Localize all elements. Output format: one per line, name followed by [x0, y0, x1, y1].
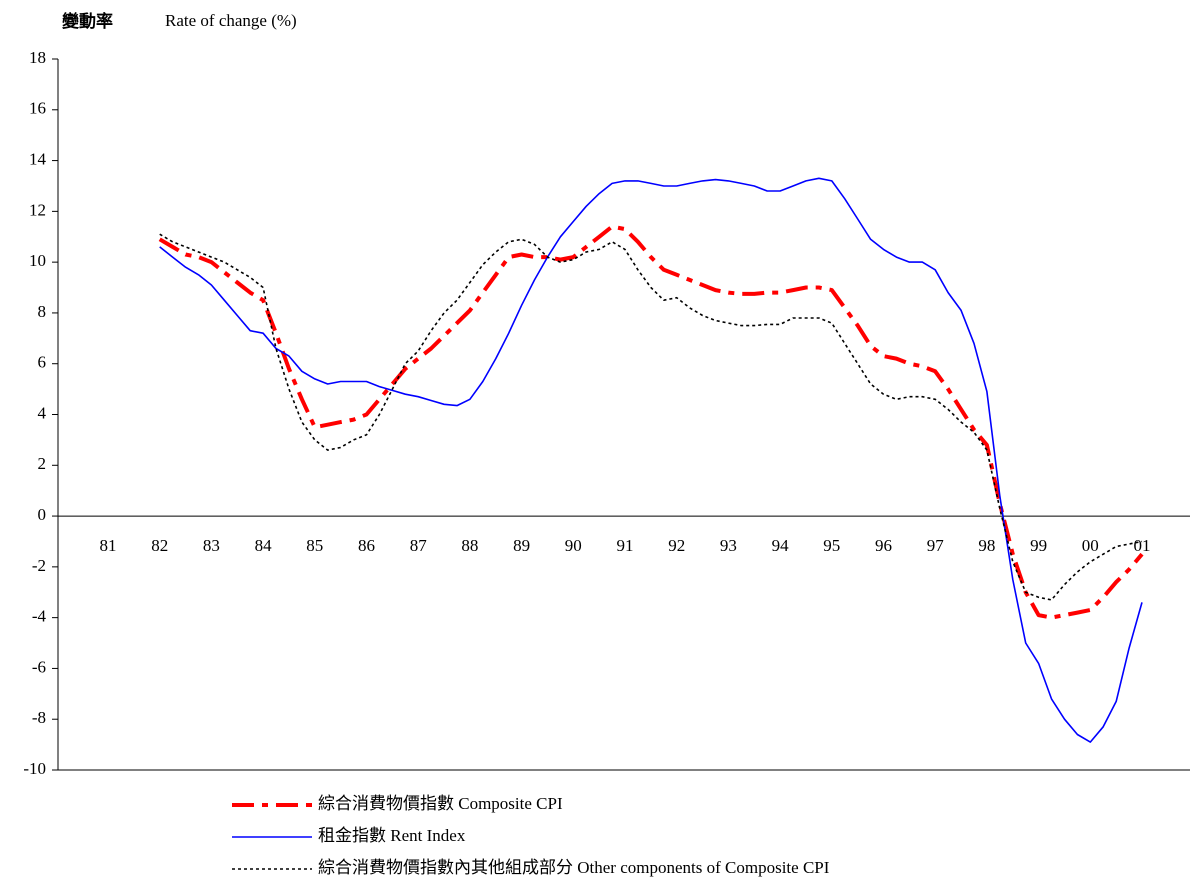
x-tick-label: 88 — [461, 536, 478, 555]
x-tick-label: 96 — [875, 536, 892, 555]
y-tick-label: -4 — [32, 607, 47, 626]
y-tick-label: -6 — [32, 657, 46, 676]
x-tick-label: 91 — [617, 536, 634, 555]
x-tick-label: 95 — [823, 536, 840, 555]
x-tick-label: 81 — [100, 536, 117, 555]
x-tick-label: 93 — [720, 536, 737, 555]
y-tick-label: 14 — [29, 149, 47, 168]
x-tick-label: 99 — [1030, 536, 1047, 555]
x-tick-label: 01 — [1134, 536, 1151, 555]
legend-label: 綜合消費物價指數 Composite CPI — [318, 794, 563, 813]
y-tick-label: 12 — [29, 200, 46, 219]
legend-label: 綜合消費物價指數內其他組成部分 Other components of Comp… — [318, 858, 830, 877]
y-tick-label: 10 — [29, 251, 46, 270]
y-tick-label: 4 — [38, 403, 47, 422]
chart-title: 變動率 — [62, 11, 113, 32]
x-tick-label: 87 — [410, 536, 428, 555]
x-tick-label: 94 — [772, 536, 790, 555]
x-tick-label: 83 — [203, 536, 220, 555]
y-tick-label: -8 — [32, 708, 46, 727]
y-tick-label: -10 — [23, 759, 46, 778]
y-tick-label: 6 — [38, 353, 47, 372]
x-tick-label: 98 — [978, 536, 995, 555]
x-tick-label: 86 — [358, 536, 375, 555]
x-tick-label: 84 — [255, 536, 273, 555]
y-tick-label: 16 — [29, 99, 46, 118]
y-tick-label: 18 — [29, 48, 46, 67]
x-tick-label: 82 — [151, 536, 168, 555]
legend-label: 租金指數 Rent Index — [318, 826, 466, 845]
x-tick-label: 90 — [565, 536, 582, 555]
x-tick-label: 89 — [513, 536, 530, 555]
y-axis-label: Rate of change (%) — [165, 11, 297, 30]
y-tick-label: 2 — [38, 454, 47, 473]
x-tick-label: 85 — [306, 536, 323, 555]
y-tick-label: 0 — [38, 505, 47, 524]
series-line — [158, 224, 1144, 620]
series-line — [159, 177, 1143, 743]
x-tick-label: 97 — [927, 536, 945, 555]
y-tick-label: -2 — [32, 556, 46, 575]
y-tick-label: 8 — [38, 302, 47, 321]
series-line — [159, 233, 1143, 601]
x-tick-label: 00 — [1082, 536, 1099, 555]
x-tick-label: 92 — [668, 536, 685, 555]
